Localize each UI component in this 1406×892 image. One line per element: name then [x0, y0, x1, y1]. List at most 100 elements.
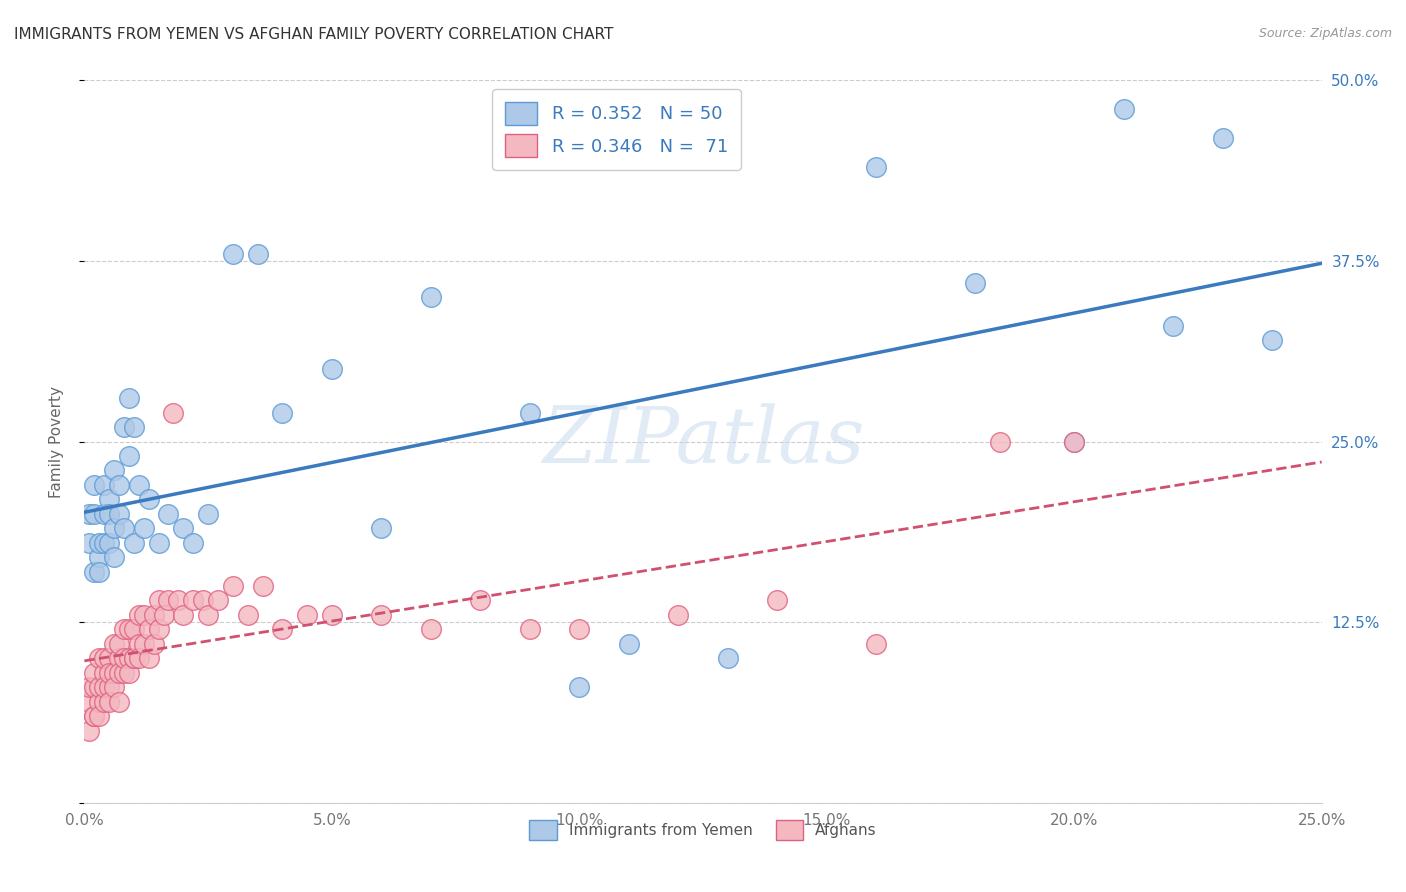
Point — [252, 579, 274, 593]
Point — [419, 623, 441, 637]
Point — [118, 651, 141, 665]
Point — [103, 463, 125, 477]
Point — [132, 637, 155, 651]
Point — [93, 507, 115, 521]
Point — [89, 550, 111, 565]
Point — [112, 665, 135, 680]
Point — [568, 623, 591, 637]
Point — [108, 665, 131, 680]
Point — [142, 637, 165, 651]
Point — [519, 406, 541, 420]
Point — [138, 623, 160, 637]
Point — [1261, 334, 1284, 348]
Point — [370, 607, 392, 622]
Point — [122, 651, 145, 665]
Point — [568, 680, 591, 694]
Point — [666, 607, 689, 622]
Point — [103, 680, 125, 694]
Point — [246, 246, 269, 260]
Point — [1063, 434, 1085, 449]
Point — [122, 420, 145, 434]
Point — [519, 623, 541, 637]
Point — [1063, 434, 1085, 449]
Point — [98, 492, 121, 507]
Point — [89, 695, 111, 709]
Point — [98, 507, 121, 521]
Point — [128, 637, 150, 651]
Point — [370, 521, 392, 535]
Point — [122, 535, 145, 549]
Point — [98, 695, 121, 709]
Point — [128, 478, 150, 492]
Point — [118, 449, 141, 463]
Point — [118, 665, 141, 680]
Point — [79, 507, 101, 521]
Point — [93, 680, 115, 694]
Point — [93, 695, 115, 709]
Point — [965, 276, 987, 290]
Point — [103, 521, 125, 535]
Point — [83, 665, 105, 680]
Point — [142, 607, 165, 622]
Point — [132, 607, 155, 622]
Point — [103, 665, 125, 680]
Point — [128, 651, 150, 665]
Point — [98, 651, 121, 665]
Point — [103, 637, 125, 651]
Point — [1112, 102, 1135, 116]
Point — [98, 535, 121, 549]
Point — [83, 565, 105, 579]
Point — [112, 623, 135, 637]
Point — [122, 651, 145, 665]
Point — [79, 695, 101, 709]
Point — [98, 680, 121, 694]
Point — [181, 593, 204, 607]
Point — [122, 623, 145, 637]
Point — [321, 362, 343, 376]
Point — [89, 709, 111, 723]
Point — [865, 160, 887, 174]
Point — [162, 406, 184, 420]
Point — [717, 651, 740, 665]
Point — [617, 637, 640, 651]
Point — [93, 478, 115, 492]
Point — [167, 593, 190, 607]
Point — [112, 420, 135, 434]
Point — [207, 593, 229, 607]
Point — [172, 607, 194, 622]
Point — [236, 607, 259, 622]
Point — [138, 492, 160, 507]
Point — [138, 651, 160, 665]
Point — [93, 665, 115, 680]
Point — [108, 507, 131, 521]
Point — [83, 507, 105, 521]
Point — [108, 695, 131, 709]
Point — [83, 680, 105, 694]
Point — [83, 709, 105, 723]
Point — [79, 535, 101, 549]
Point — [118, 391, 141, 405]
Point — [181, 535, 204, 549]
Point — [132, 521, 155, 535]
Point — [152, 607, 174, 622]
Point — [79, 723, 101, 738]
Point — [118, 623, 141, 637]
Point — [93, 535, 115, 549]
Point — [148, 623, 170, 637]
Point — [470, 593, 492, 607]
Point — [271, 406, 294, 420]
Point — [191, 593, 214, 607]
Point — [83, 478, 105, 492]
Point — [295, 607, 318, 622]
Point — [1161, 318, 1184, 333]
Point — [98, 665, 121, 680]
Point — [419, 290, 441, 304]
Legend: Immigrants from Yemen, Afghans: Immigrants from Yemen, Afghans — [523, 814, 883, 846]
Point — [148, 593, 170, 607]
Point — [93, 651, 115, 665]
Point — [79, 680, 101, 694]
Point — [108, 637, 131, 651]
Point — [766, 593, 789, 607]
Point — [89, 680, 111, 694]
Text: IMMIGRANTS FROM YEMEN VS AFGHAN FAMILY POVERTY CORRELATION CHART: IMMIGRANTS FROM YEMEN VS AFGHAN FAMILY P… — [14, 27, 613, 42]
